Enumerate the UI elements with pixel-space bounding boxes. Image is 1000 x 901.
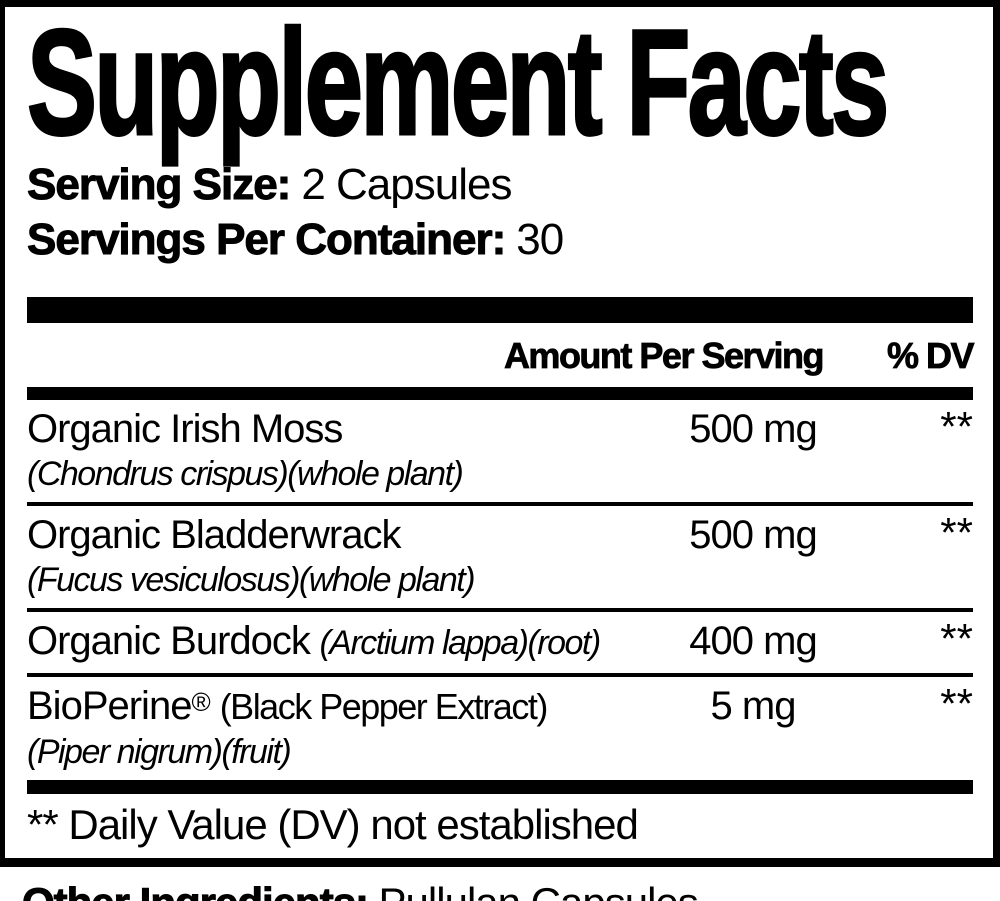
ingredient-name: Organic Irish Moss [27,407,343,451]
ingredient-dv: ** [940,509,973,556]
header-percent-dv: % DV [886,335,975,377]
ingredient-amount: 5 mg [710,684,797,728]
ingredient-name: Organic Burdock (Arctium lappa)(root) [27,619,603,665]
ingredient-botanical: (Fucus vesiculosus)(whole plant) [27,561,476,599]
header-amount-per-serving: Amount Per Serving [503,335,825,377]
page-title-text: Supplement Facts [26,0,890,166]
table-row-bioperine: BioPerine® (Black Pepper Extract) 5 mg **… [27,673,973,780]
row-main: Organic Irish Moss 500 mg ** [27,403,973,452]
serving-size-value: 2 Capsules [301,160,512,209]
ingredient-amount: 500 mg [689,513,817,557]
divider-thick-top [27,297,973,323]
divider-under-header [27,387,973,400]
serving-size-label: Serving Size: [26,160,291,210]
ingredient-name: BioPerine® (Black Pepper Extract) [27,684,603,729]
serving-size-line: Serving Size: 2 Capsules [26,157,973,212]
ingredient-botanical-inline: (Arctium lappa)(root) [319,624,601,662]
divider-above-footnote [27,780,973,794]
table-row-bladderwrack: Organic Bladderwrack 500 mg ** (Fucus ve… [27,502,973,608]
ingredient-name-text: Organic Burdock [27,619,311,663]
table-header-row: Amount Per Serving % DV [27,335,975,377]
servings-per-container-line: Servings Per Container: 30 [26,212,973,267]
ingredient-dv: ** [940,680,973,727]
row-main: Organic Burdock (Arctium lappa)(root) 400… [27,615,973,665]
servings-per-container-value: 30 [516,215,564,264]
ingredient-amount: 500 mg [689,407,817,451]
ingredient-botanical: (Chondrus crispus)(whole plant) [27,455,464,493]
ingredient-dv: ** [940,403,973,450]
other-ingredients-line: Other Ingredients: Pullulan Capsules. [21,879,1000,901]
ingredient-paren-inline: (Black Pepper Extract) [219,686,549,727]
table-row-burdock: Organic Burdock (Arctium lappa)(root) 400… [27,608,973,673]
table-row-irish-moss: Organic Irish Moss 500 mg ** (Chondrus c… [27,400,973,502]
other-ingredients-value: Pullulan Capsules. [379,879,710,901]
registered-trademark-symbol: ® [191,687,210,717]
other-ingredients-label: Other Ingredients: [21,879,369,901]
ingredient-name: Organic Bladderwrack [27,513,402,557]
ingredient-amount: 400 mg [689,619,817,663]
ingredient-botanical: (Piper nigrum)(fruit) [27,733,292,771]
supplement-facts-panel: Supplement Facts Serving Size: 2 Capsules… [0,0,1000,867]
daily-value-footnote: ** Daily Value (DV) not established [27,801,639,848]
row-main: BioPerine® (Black Pepper Extract) 5 mg ** [27,680,973,729]
row-main: Organic Bladderwrack 500 mg ** [27,509,973,558]
ingredient-name-text: BioPerine [27,684,192,728]
servings-per-container-label: Servings Per Container: [26,215,506,265]
page-title: Supplement Facts [26,0,973,166]
ingredient-dv: ** [940,615,973,662]
